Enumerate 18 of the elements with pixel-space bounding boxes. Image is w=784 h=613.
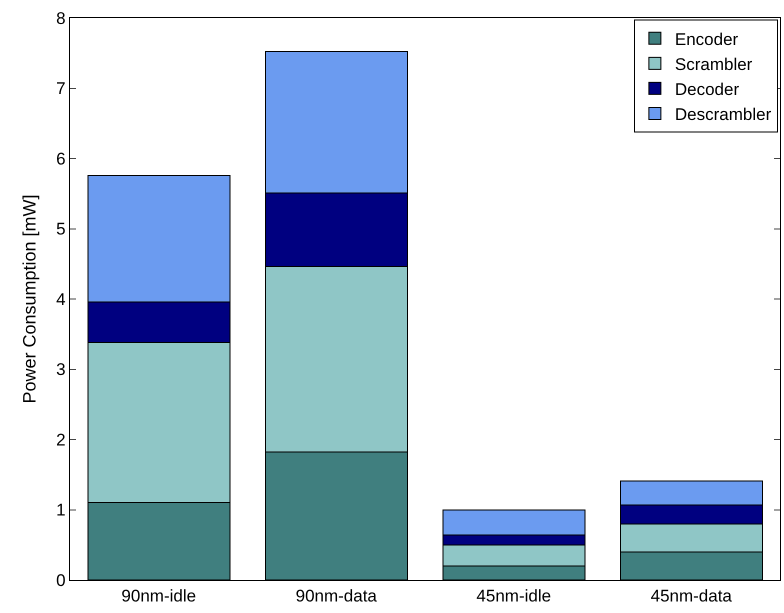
legend-label: Scrambler [674,54,753,74]
x-tick-label: 45nm-data [650,586,732,606]
y-tick-label: 5 [56,220,66,239]
x-tick-label: 90nm-idle [121,586,196,606]
y-tick-label: 0 [56,570,66,590]
y-tick-label: 1 [56,500,66,520]
y-tick-label: 8 [56,8,66,28]
y-axis-title: Power Consumption [mW] [19,194,40,404]
x-tick-label: 90nm-data [296,586,378,606]
legend-label: Encoder [674,30,739,49]
y-tick-label: 7 [56,79,66,98]
y-tick-label: 6 [56,149,66,168]
legend-label: Decoder [674,80,740,100]
y-tick-label: 4 [56,290,66,309]
y-tick-label: 3 [56,360,66,380]
legend-label: Descrambler [674,105,772,124]
y-tick-label: 2 [56,430,66,450]
x-tick-label: 45nm-idle [476,586,552,606]
